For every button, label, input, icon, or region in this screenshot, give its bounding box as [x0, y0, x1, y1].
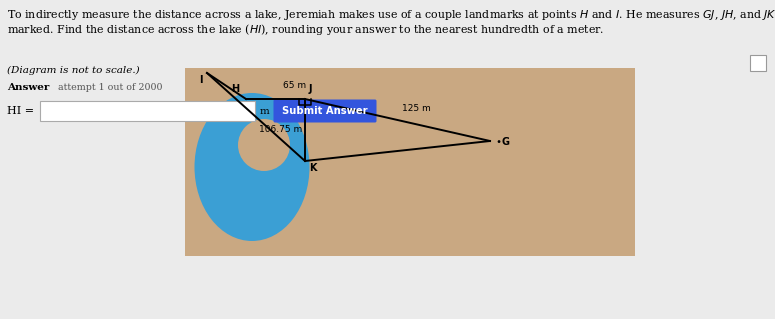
- Bar: [750, 55, 766, 71]
- Ellipse shape: [195, 93, 309, 241]
- Text: (Diagram is not to scale.): (Diagram is not to scale.): [7, 66, 139, 75]
- Text: Submit Answer: Submit Answer: [282, 106, 368, 116]
- Ellipse shape: [238, 119, 290, 171]
- Text: marked. Find the distance across the lake ($HI$), rounding your answer to the ne: marked. Find the distance across the lak…: [7, 22, 604, 37]
- Text: Answer: Answer: [7, 83, 50, 92]
- Text: 65 m: 65 m: [283, 81, 306, 90]
- Text: H: H: [231, 84, 239, 94]
- Bar: [40, 101, 255, 121]
- Text: attempt 1 out of 2000: attempt 1 out of 2000: [58, 83, 163, 92]
- Bar: [185, 68, 635, 256]
- Text: K: K: [309, 163, 316, 173]
- Text: 125 m: 125 m: [401, 104, 430, 113]
- Text: 106.75 m: 106.75 m: [259, 125, 302, 135]
- Text: I: I: [199, 75, 203, 85]
- Text: $\bullet$G: $\bullet$G: [495, 135, 511, 147]
- Text: m: m: [260, 107, 270, 115]
- FancyBboxPatch shape: [274, 100, 377, 122]
- Text: To indirectly measure the distance across a lake, Jeremiah makes use of a couple: To indirectly measure the distance acros…: [7, 8, 775, 22]
- Text: HI =: HI =: [7, 106, 34, 116]
- Text: J: J: [309, 84, 312, 94]
